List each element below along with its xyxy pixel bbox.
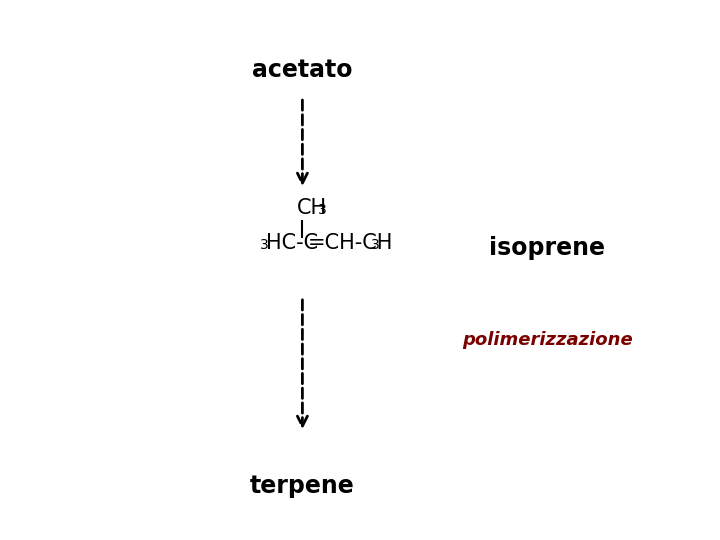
Text: HC-C: HC-C xyxy=(266,233,318,253)
Text: acetato: acetato xyxy=(252,58,353,82)
Text: terpene: terpene xyxy=(250,474,355,498)
Text: 3: 3 xyxy=(371,238,379,252)
Text: polimerizzazione: polimerizzazione xyxy=(462,331,633,349)
Text: =CH-CH: =CH-CH xyxy=(307,233,393,253)
Text: CH: CH xyxy=(297,198,328,218)
Text: isoprene: isoprene xyxy=(489,237,606,260)
Text: 3: 3 xyxy=(318,203,327,217)
Text: 3: 3 xyxy=(260,238,269,252)
